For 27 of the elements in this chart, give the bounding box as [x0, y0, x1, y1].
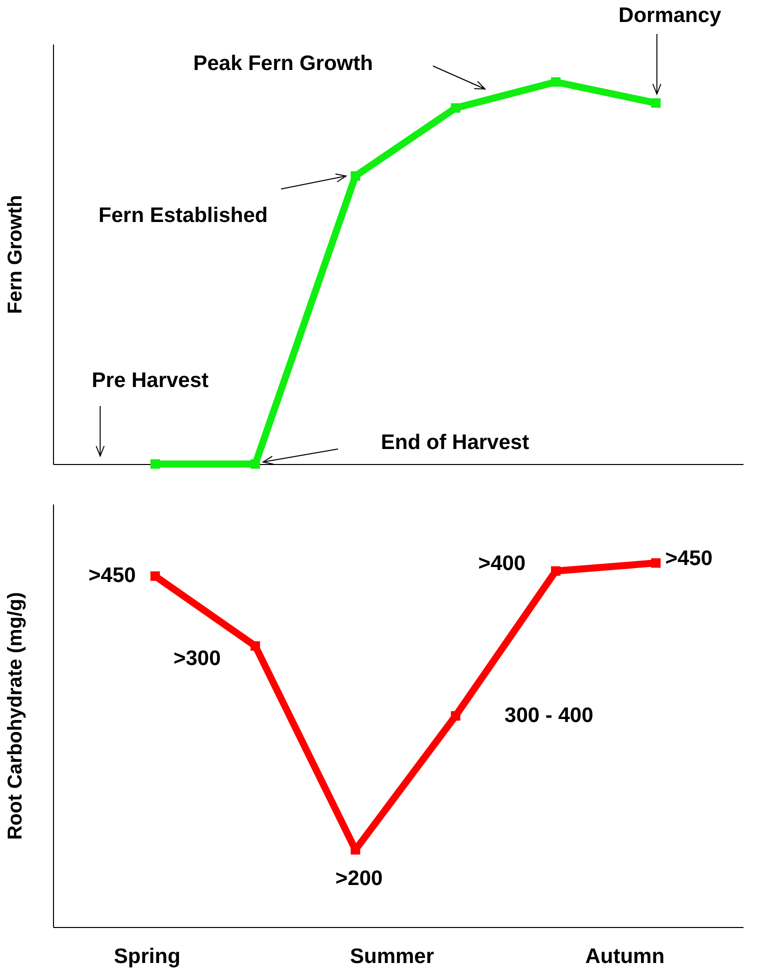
- annotation: Pre Harvest: [92, 369, 209, 392]
- annotation: >450: [665, 547, 713, 570]
- annotation: Fern Established: [98, 204, 268, 227]
- annotation: >400: [478, 552, 526, 575]
- point: [550, 77, 560, 87]
- point: [450, 711, 460, 721]
- y-axis-title: Fern Growth: [4, 195, 26, 314]
- annotation: >450: [88, 564, 136, 587]
- point: [651, 558, 661, 568]
- point: [450, 103, 460, 113]
- text: Peak Fern Growth: [193, 52, 373, 75]
- annotation: >200: [335, 867, 383, 890]
- annotation: 300 - 400: [504, 704, 594, 727]
- y-axis-title: Root Carbohydrate (mg/g): [4, 592, 26, 840]
- text: Spring: [114, 945, 180, 968]
- point: [150, 571, 160, 581]
- text: Summer: [350, 945, 434, 968]
- point: [250, 459, 260, 469]
- point: [150, 459, 160, 469]
- text: Dormancy: [618, 4, 722, 27]
- point: [651, 98, 661, 108]
- annotation: End of Harvest: [380, 431, 530, 454]
- point: [550, 566, 560, 576]
- point: [350, 171, 360, 181]
- point: [250, 641, 260, 651]
- text: Autumn: [585, 945, 665, 968]
- annotation: >300: [173, 647, 221, 670]
